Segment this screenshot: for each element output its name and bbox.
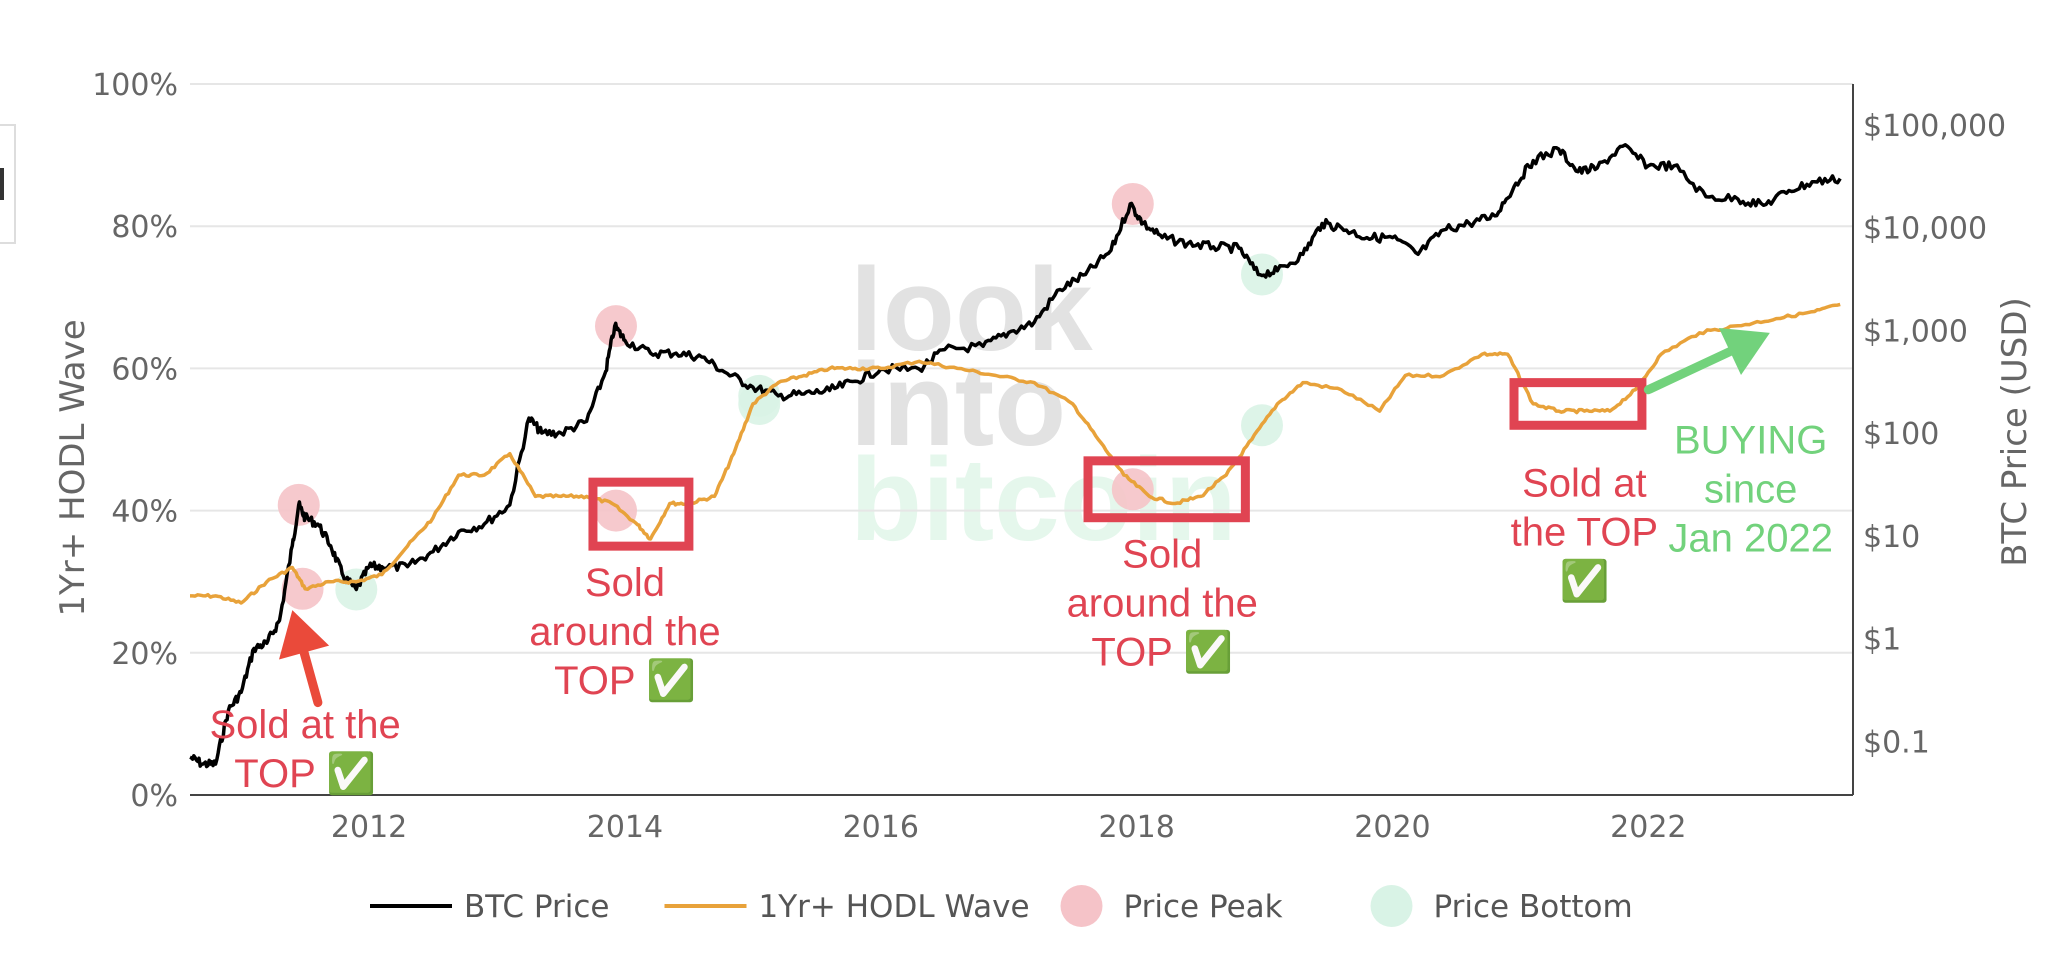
x-tick-label: 2022 [1610,810,1686,845]
annotation-line: TOP ✅ [554,657,696,703]
annotation-line: Sold at [1522,461,1647,505]
x-axis-ticks: 2012 2014 2016 2018 2020 2022 [331,810,1687,845]
legend-label-price-bottom: Price Bottom [1434,889,1633,925]
annotation-arrows [279,327,1770,708]
annotation-3: Sold around the TOP ✅ [1067,532,1258,674]
right-tick-label: $100 [1863,417,1939,452]
annotation-line: Sold [585,561,665,605]
right-tick-label: $10 [1863,520,1920,555]
left-tick-label: 100% [92,68,178,103]
left-axis-title: 1Yr+ HODL Wave [53,319,93,616]
watermark-look: look [850,244,1093,376]
annotation-line: TOP ✅ [1091,628,1233,674]
side-panel-handle-icon [0,168,4,200]
annotations: Sold at the TOP ✅Sold around the TOP ✅Sold a… [210,419,1833,796]
legend-label-btc-price: BTC Price [464,889,610,925]
arrow-shaft [1643,343,1743,395]
legend-swatch-price-bottom [1370,885,1413,927]
right-axis-ticks: $0.1 $1 $10 $100 $1,000 $10,000 $100,000 [1863,109,2006,760]
side-panel-tab[interactable] [0,124,16,244]
legend: BTC Price 1Yr+ HODL Wave Price Peak Price B… [370,885,1633,927]
right-tick-label: $1 [1863,623,1901,658]
x-tick-label: 2016 [843,810,919,845]
btc-price-line [189,143,1842,769]
arrow-head [279,610,330,660]
right-axis-title: BTC Price (USD) [1995,297,2035,567]
annotation-line: ✅ [1559,557,1609,603]
right-tick-label: $1,000 [1863,314,1968,349]
left-tick-label: 20% [111,637,178,672]
price-peak-marker [1111,468,1154,511]
left-tick-label: 40% [111,495,178,530]
left-tick-label: 80% [111,210,178,245]
annotation-2: Sold around the TOP ✅ [529,561,720,703]
x-tick-label: 2012 [331,810,407,845]
price-peak-marker [594,489,637,532]
annotation-1: Sold at the TOP ✅ [210,703,401,796]
annotation-line: around the [529,610,720,654]
grid-lines [190,83,1853,654]
left-tick-label: 0% [130,779,178,814]
right-tick-label: $10,000 [1863,212,1987,247]
highlight-box [1083,456,1250,523]
series-lines [189,143,1842,769]
annotation-line: around the [1067,581,1258,625]
right-tick-label: $0.1 [1863,725,1930,760]
annotation-line: TOP ✅ [234,750,376,796]
price-peak-marker [281,567,324,610]
x-tick-label: 2014 [587,810,663,845]
legend-label-1yr-hodl-wave: 1Yr+ HODL Wave [759,889,1030,925]
left-tick-label: 60% [111,352,178,387]
left-axis-ticks: 0% 20% 40% 60% 80% 100% [92,68,178,814]
axes [190,84,1854,796]
watermark-into: into [850,339,1066,471]
annotation-line: Sold at the [210,703,401,747]
annotation-line: Sold [1122,532,1202,576]
x-tick-label: 2018 [1098,810,1174,845]
arrow-shaft [297,639,323,708]
highlight-boxes [588,378,1647,551]
legend-swatch-price-peak [1060,885,1103,927]
watermark-bitcoin: bitcoin [850,434,1237,566]
annotation-line: BUYING [1674,419,1827,463]
legend-label-price-peak: Price Peak [1124,889,1283,925]
annotation-4: Sold at the TOP ✅ [1511,461,1659,603]
right-tick-label: $100,000 [1863,109,2006,144]
highlight-box [1509,378,1647,430]
annotation-line: the TOP [1511,510,1659,554]
arrow-head [1718,327,1770,376]
highlight-box [588,477,694,551]
annotation-line: since [1704,468,1797,512]
watermark: look into bitcoin [850,244,1237,566]
1yr-hodl-wave-line [190,302,1841,605]
annotation-5: BUYING since Jan 2022 [1668,419,1833,561]
x-tick-label: 2020 [1354,810,1430,845]
annotation-line: Jan 2022 [1668,517,1833,561]
